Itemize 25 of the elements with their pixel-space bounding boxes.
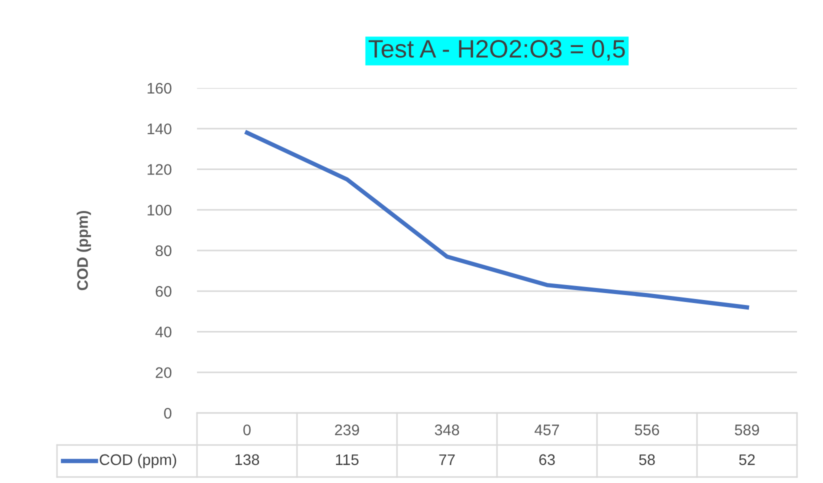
legend-label: COD (ppm) bbox=[100, 454, 176, 468]
y-axis-title: COD (ppm) bbox=[76, 210, 91, 290]
data-label: 58 bbox=[639, 454, 655, 466]
x-tick-label: 556 bbox=[634, 424, 660, 436]
x-tick-label: 348 bbox=[434, 424, 460, 436]
data-label: 77 bbox=[439, 454, 455, 465]
y-tick-label: 60 bbox=[156, 286, 172, 297]
line-series bbox=[244, 130, 750, 310]
y-tick-label: 40 bbox=[155, 326, 172, 338]
data-label: 115 bbox=[336, 454, 359, 466]
data-label: 52 bbox=[739, 454, 755, 466]
y-tick-label: 80 bbox=[156, 245, 172, 256]
y-tick-label: 140 bbox=[148, 123, 172, 134]
y-tick-label: 20 bbox=[156, 367, 172, 378]
x-tick-label: 0 bbox=[243, 424, 251, 436]
x-tick-label: 239 bbox=[335, 424, 360, 436]
y-tick-label: 100 bbox=[148, 204, 172, 216]
y-tick-label: 0 bbox=[164, 408, 172, 419]
data-label: 138 bbox=[235, 454, 260, 466]
y-tick-label: 160 bbox=[148, 82, 172, 94]
data-label: 63 bbox=[539, 454, 555, 466]
y-tick-label: 120 bbox=[148, 164, 172, 175]
x-tick-label: 589 bbox=[734, 424, 760, 436]
x-tick-label: 457 bbox=[534, 424, 559, 436]
chart-title: Test A - H2O2:O3 = 0,5 bbox=[368, 40, 625, 61]
